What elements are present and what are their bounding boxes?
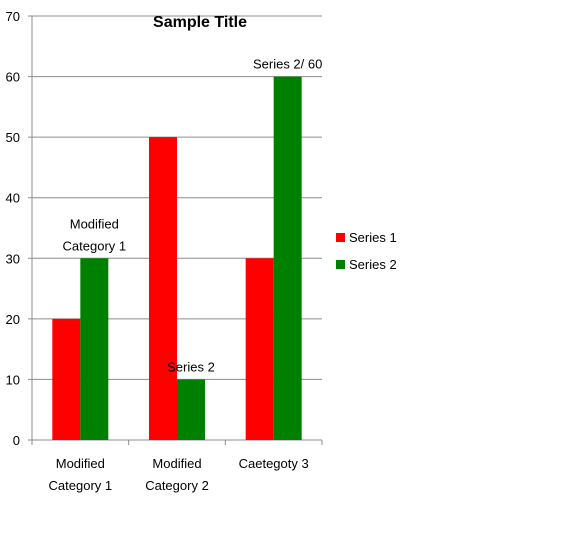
- y-tick-label: 40: [6, 191, 20, 206]
- data-label: Category 1: [63, 238, 127, 253]
- x-tick-label: Modified: [56, 456, 105, 471]
- legend-swatch: [336, 260, 345, 269]
- y-tick-label: 10: [6, 372, 20, 387]
- bar-series-1: [149, 137, 177, 440]
- bar-series-2: [274, 77, 302, 440]
- legend-swatch: [336, 233, 345, 242]
- data-label: Modified: [70, 216, 119, 231]
- data-label: Series 2/ 60: [253, 57, 322, 72]
- y-tick-label: 30: [6, 251, 20, 266]
- y-tick-label: 60: [6, 70, 20, 85]
- legend-label: Series 1: [349, 230, 397, 245]
- x-tick-label: Category 1: [49, 478, 113, 493]
- bars: [52, 77, 301, 440]
- y-tick-label: 20: [6, 312, 20, 327]
- data-label: Series 2: [167, 359, 215, 374]
- legend: Series 1 Series 2: [336, 230, 397, 272]
- x-tick-label: Modified: [152, 456, 201, 471]
- y-tick-label: 70: [6, 9, 20, 24]
- chart-title: Sample Title: [153, 14, 247, 31]
- bar-series-2: [177, 379, 205, 440]
- x-tick-label: Category 2: [145, 478, 209, 493]
- bar-series-2: [80, 258, 108, 440]
- bar-series-1: [246, 258, 274, 440]
- legend-label: Series 2: [349, 257, 397, 272]
- x-tick-label: Caetegoty 3: [239, 456, 309, 471]
- y-tick-label: 50: [6, 130, 20, 145]
- bar-series-1: [52, 319, 80, 440]
- y-tick-label: 0: [13, 433, 20, 448]
